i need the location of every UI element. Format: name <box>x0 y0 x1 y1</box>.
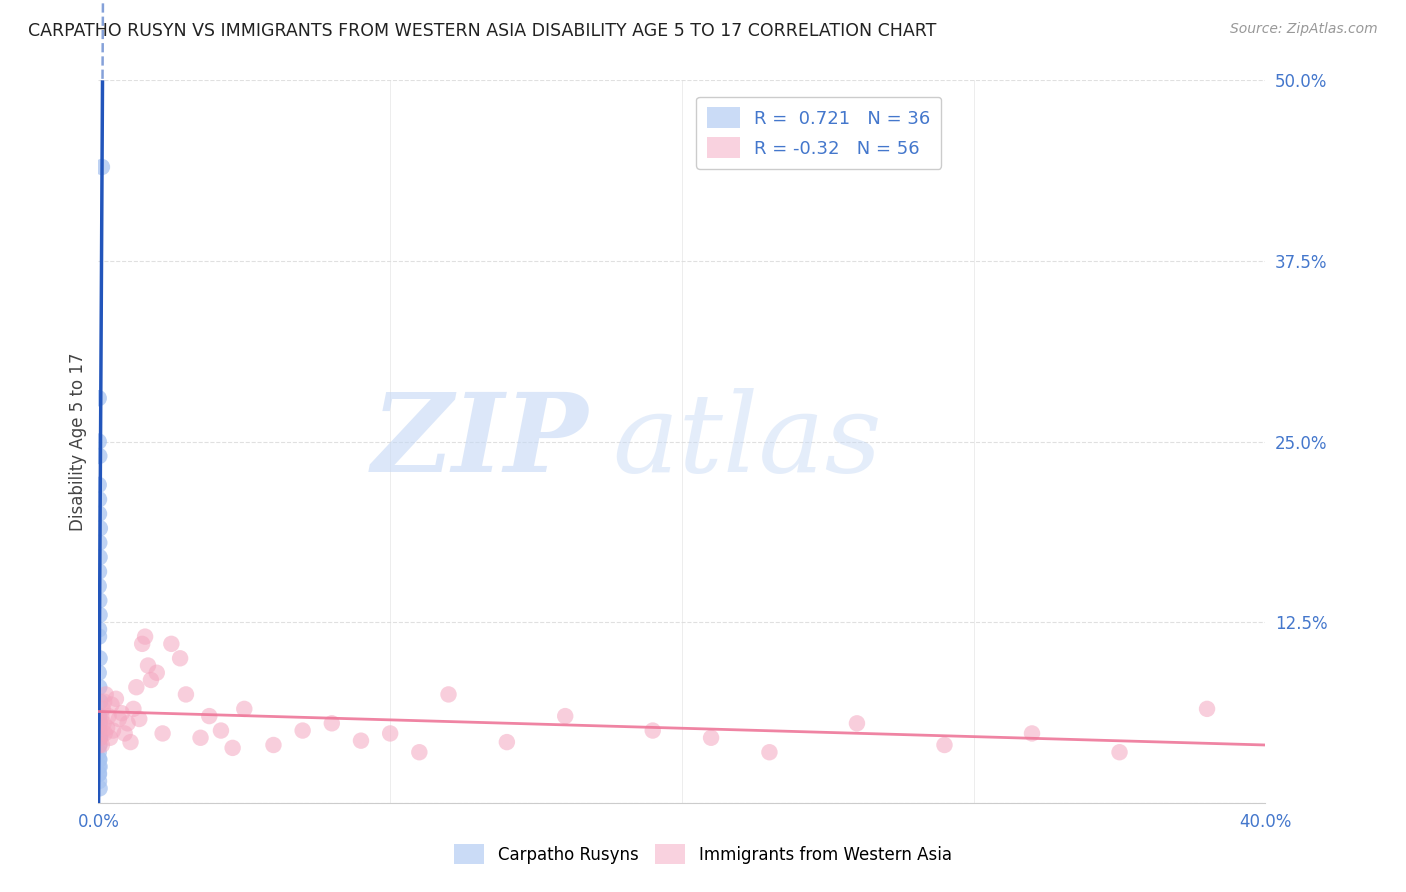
Point <box>89 738 111 752</box>
Point <box>87 709 110 723</box>
Point <box>111 706 134 721</box>
Point <box>1195 702 1218 716</box>
Point <box>87 760 110 774</box>
Text: CARPATHO RUSYN VS IMMIGRANTS FROM WESTERN ASIA DISABILITY AGE 5 TO 17 CORRELATIO: CARPATHO RUSYN VS IMMIGRANTS FROM WESTER… <box>28 22 936 40</box>
Point <box>641 723 664 738</box>
Point <box>87 774 110 789</box>
Point <box>198 709 221 723</box>
Point <box>700 731 723 745</box>
Point <box>96 721 118 735</box>
Point <box>87 478 110 492</box>
Point <box>139 673 162 687</box>
Point <box>114 726 136 740</box>
Point <box>89 760 111 774</box>
Point <box>89 731 111 745</box>
Point <box>758 745 780 759</box>
Text: ZIP: ZIP <box>373 388 589 495</box>
Point <box>89 535 111 549</box>
Point <box>128 712 150 726</box>
Point <box>91 702 114 716</box>
Point <box>87 391 110 405</box>
Point <box>233 702 256 716</box>
Point <box>554 709 576 723</box>
Point <box>87 745 110 759</box>
Point <box>134 630 156 644</box>
Point <box>117 716 139 731</box>
Point <box>101 723 124 738</box>
Point <box>496 735 519 749</box>
Point <box>136 658 159 673</box>
Point <box>89 680 111 694</box>
Legend: Carpatho Rusyns, Immigrants from Western Asia: Carpatho Rusyns, Immigrants from Western… <box>447 838 959 871</box>
Point <box>87 492 110 507</box>
Point <box>90 160 112 174</box>
Point <box>89 781 111 796</box>
Point <box>89 752 111 766</box>
Point <box>146 665 169 680</box>
Point <box>89 449 111 463</box>
Point <box>262 738 284 752</box>
Point <box>89 731 111 745</box>
Point <box>89 731 111 745</box>
Point <box>131 637 153 651</box>
Point <box>87 723 110 738</box>
Point <box>90 709 112 723</box>
Point <box>174 687 197 701</box>
Point <box>93 695 115 709</box>
Point <box>437 687 460 701</box>
Point <box>89 695 111 709</box>
Y-axis label: Disability Age 5 to 17: Disability Age 5 to 17 <box>69 352 87 531</box>
Point <box>122 702 145 716</box>
Point <box>120 735 142 749</box>
Point <box>934 738 956 752</box>
Point <box>190 731 212 745</box>
Point <box>87 767 110 781</box>
Point <box>89 607 111 622</box>
Point <box>380 726 402 740</box>
Point <box>152 726 174 740</box>
Point <box>89 521 111 535</box>
Point <box>408 745 430 759</box>
Point <box>94 726 117 740</box>
Point <box>87 434 110 449</box>
Point <box>89 593 111 607</box>
Point <box>94 687 117 701</box>
Point <box>291 723 314 738</box>
Text: atlas: atlas <box>612 388 882 495</box>
Point <box>846 716 869 731</box>
Point <box>89 738 111 752</box>
Point <box>89 550 111 565</box>
Point <box>221 740 243 755</box>
Point <box>87 630 110 644</box>
Point <box>104 691 127 706</box>
Point <box>87 565 110 579</box>
Point <box>87 507 110 521</box>
Point <box>100 698 122 712</box>
Point <box>87 752 110 766</box>
Point <box>89 651 111 665</box>
Point <box>209 723 232 738</box>
Point <box>1021 726 1043 740</box>
Point <box>87 767 110 781</box>
Point <box>97 709 120 723</box>
Point <box>1108 745 1130 759</box>
Point <box>350 733 373 747</box>
Point <box>160 637 183 651</box>
Point <box>98 731 121 745</box>
Point <box>87 579 110 593</box>
Point <box>89 716 111 731</box>
Point <box>87 665 110 680</box>
Point <box>89 716 111 731</box>
Point <box>87 623 110 637</box>
Point <box>125 680 148 694</box>
Legend: R =  0.721   N = 36, R = -0.32   N = 56: R = 0.721 N = 36, R = -0.32 N = 56 <box>696 96 941 169</box>
Point <box>89 723 111 738</box>
Point <box>108 712 131 726</box>
Point <box>90 738 112 752</box>
Point <box>169 651 191 665</box>
Point <box>93 716 115 731</box>
Text: Source: ZipAtlas.com: Source: ZipAtlas.com <box>1230 22 1378 37</box>
Point <box>321 716 343 731</box>
Point <box>87 709 110 723</box>
